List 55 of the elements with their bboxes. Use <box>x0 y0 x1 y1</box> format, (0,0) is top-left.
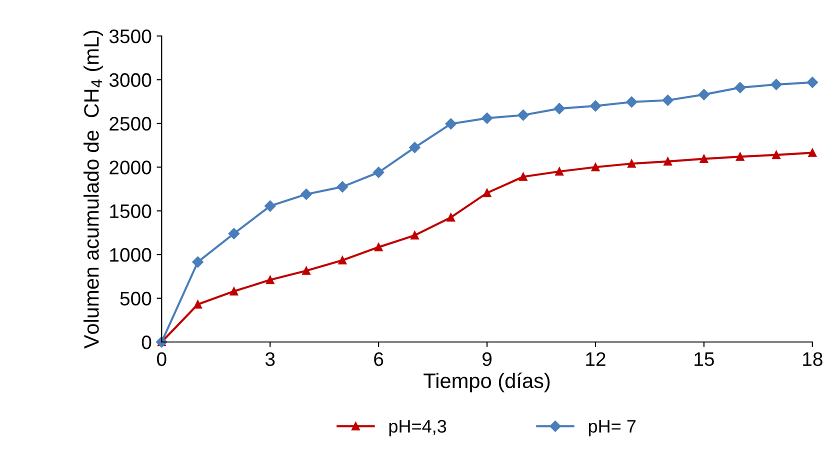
point <box>372 166 384 178</box>
x-tick-label: 0 <box>157 352 166 366</box>
point <box>627 159 636 168</box>
point <box>264 200 276 212</box>
point <box>300 188 312 200</box>
point <box>230 287 238 296</box>
point <box>302 266 310 275</box>
point <box>555 167 564 176</box>
point <box>770 78 782 90</box>
point <box>446 213 456 222</box>
point <box>591 162 600 172</box>
y-axis-title: Volumen acumulado de CH$_{4}$ (mL) <box>84 30 103 349</box>
x-tick-label: 3 <box>265 352 275 366</box>
point <box>192 256 204 268</box>
x-tick-label: 18 <box>803 352 822 366</box>
x-tick-label: 12 <box>586 352 606 366</box>
point <box>336 181 348 192</box>
point <box>772 150 780 160</box>
y-tick-label: 1500 <box>110 204 152 218</box>
x-axis-title: Tiempo (días) <box>424 372 550 392</box>
point <box>590 100 602 112</box>
point <box>482 188 492 198</box>
y-tick-label: 3000 <box>109 73 152 87</box>
y-tick-label: 0 <box>142 335 152 350</box>
y-tick-label: 1000 <box>110 248 152 262</box>
legend-label: pH=4,3 <box>389 420 446 436</box>
point <box>481 112 493 124</box>
legend-label: pH= 7 <box>588 420 636 436</box>
y-tick-label: 500 <box>120 292 152 306</box>
point <box>698 88 710 100</box>
point <box>410 231 419 240</box>
point <box>808 148 817 157</box>
point <box>662 94 674 106</box>
point <box>228 228 240 240</box>
y-tick-label: 2000 <box>110 160 152 174</box>
x-tick-label: 15 <box>694 352 714 366</box>
point <box>664 157 672 166</box>
x-tick-label: 9 <box>482 352 492 366</box>
point <box>554 102 565 114</box>
point <box>626 96 638 108</box>
point <box>806 76 818 88</box>
point <box>700 154 708 164</box>
point <box>374 242 383 252</box>
point <box>734 82 746 94</box>
point <box>409 142 420 154</box>
point <box>445 118 456 130</box>
point <box>736 152 744 161</box>
point <box>518 110 529 121</box>
x-tick-label: 6 <box>374 352 384 366</box>
y-tick-label: 3500 <box>109 29 152 44</box>
point <box>194 300 202 309</box>
point <box>266 276 274 284</box>
point <box>519 172 528 181</box>
y-tick-label: 2500 <box>110 116 152 131</box>
point <box>338 256 347 264</box>
